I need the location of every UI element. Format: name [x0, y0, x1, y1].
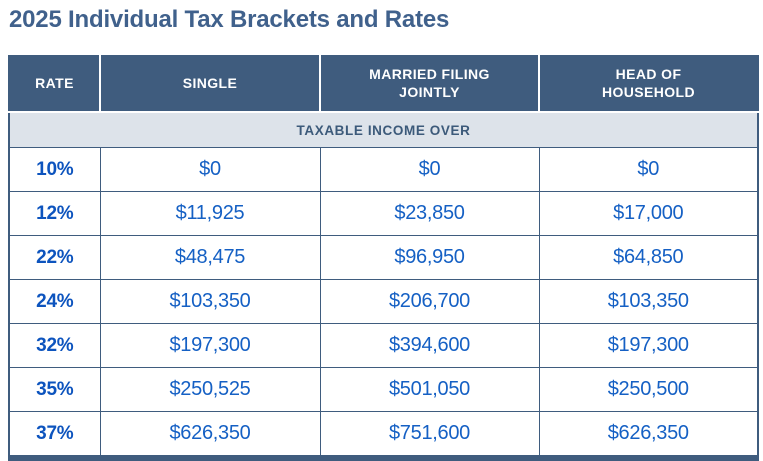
table-row: 12% $11,925 $23,850 $17,000 [8, 191, 759, 236]
header-line: HOUSEHOLD [601, 84, 696, 100]
married-threshold-cell: $501,050 [319, 367, 540, 412]
subheader-taxable-income-over: TAXABLE INCOME OVER [9, 111, 758, 148]
married-threshold-cell: $206,700 [319, 279, 540, 324]
rate-cell: 35% [8, 367, 101, 412]
single-threshold-cell: $250,525 [99, 367, 321, 412]
table-row: 10% $0 $0 $0 [8, 147, 759, 192]
hoh-threshold-cell: $17,000 [538, 191, 759, 236]
single-threshold-cell: $11,925 [99, 191, 321, 236]
married-threshold-cell: $23,850 [319, 191, 540, 236]
single-threshold-cell: $626,350 [99, 411, 321, 459]
tax-brackets-table: RATE SINGLE MARRIED FILING JOINTLY HEAD … [8, 55, 759, 461]
column-header-single: SINGLE [99, 55, 320, 112]
rate-cell: 32% [8, 323, 101, 368]
header-line: JOINTLY [399, 84, 460, 100]
married-threshold-cell: $0 [319, 147, 540, 192]
rate-cell: 12% [8, 191, 101, 236]
column-header-married-filing-jointly: MARRIED FILING JOINTLY [319, 55, 539, 112]
married-threshold-cell: $96,950 [319, 235, 540, 280]
header-line: MARRIED FILING [369, 66, 490, 82]
hoh-threshold-cell: $626,350 [538, 411, 759, 459]
married-threshold-cell: $751,600 [319, 411, 540, 459]
page-title: 2025 Individual Tax Brackets and Rates [9, 6, 450, 33]
rate-cell: 10% [8, 147, 101, 192]
hoh-threshold-cell: $0 [538, 147, 759, 192]
rate-cell: 22% [8, 235, 101, 280]
table-row: 24% $103,350 $206,700 $103,350 [8, 279, 759, 324]
column-header-rate: RATE [9, 55, 100, 112]
table-row: 32% $197,300 $394,600 $197,300 [8, 323, 759, 368]
header-line: HEAD OF [615, 66, 682, 82]
hoh-threshold-cell: $103,350 [538, 279, 759, 324]
table-row: 22% $48,475 $96,950 $64,850 [8, 235, 759, 280]
hoh-threshold-cell: $250,500 [538, 367, 759, 412]
single-threshold-cell: $0 [99, 147, 321, 192]
single-threshold-cell: $48,475 [99, 235, 321, 280]
hoh-threshold-cell: $197,300 [538, 323, 759, 368]
table-body: 10% $0 $0 $0 12% $11,925 $23,850 $17,000… [8, 147, 759, 459]
hoh-threshold-cell: $64,850 [538, 235, 759, 280]
single-threshold-cell: $103,350 [99, 279, 321, 324]
table-row: 37% $626,350 $751,600 $626,350 [8, 411, 759, 459]
column-header-head-of-household: HEAD OF HOUSEHOLD [538, 55, 758, 112]
table-header: RATE SINGLE MARRIED FILING JOINTLY HEAD … [9, 55, 758, 148]
single-threshold-cell: $197,300 [99, 323, 321, 368]
rate-cell: 37% [8, 411, 101, 459]
rate-cell: 24% [8, 279, 101, 324]
table-row: 35% $250,525 $501,050 $250,500 [8, 367, 759, 412]
married-threshold-cell: $394,600 [319, 323, 540, 368]
